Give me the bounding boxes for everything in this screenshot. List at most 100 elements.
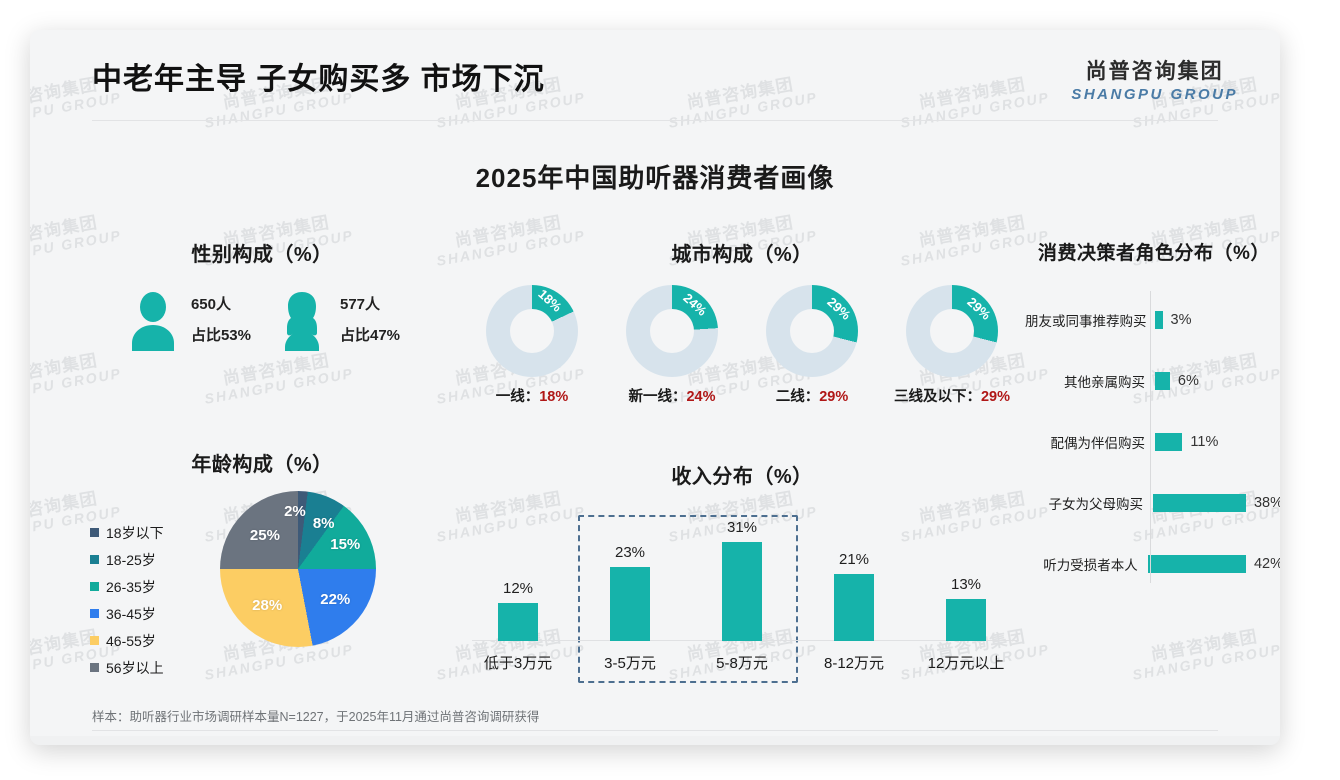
income-bar-chart: 12% 低于3万元 23% 3-5万元 31% 5-8万元 21% 8-12万元 13% 12万元… [462,499,1022,683]
decision-bar-value: 42% [1253,555,1280,572]
donut-caption-value: 29% [980,389,1011,405]
decision-bar [1147,554,1246,573]
gender-item: 577人占比47% [273,289,400,351]
legend-swatch [90,636,99,645]
income-section: 收入分布（%） 12% 低于3万元 23% 3-5万元 31% 5-8万元 21% 8-12万… [462,460,1022,683]
income-bar-column: 12% 低于3万元 [462,499,574,679]
donut-hole [510,309,554,353]
logo-en-text: SHANGPU GROUP [1071,86,1238,103]
income-bar-column: 31% 5-8万元 [686,499,798,679]
income-bar-category: 3-5万元 [604,655,656,672]
city-donut-item: 29% 二线：29% [748,285,876,406]
income-bar-category: 低于3万元 [483,655,553,672]
decision-bar-row: 听力受损者本人 42% [1025,533,1280,594]
gender-count: 650人 [190,296,231,313]
decision-bar-row: 朋友或同事推荐购买 3% [1025,289,1280,350]
pie-slice-label: 25% [249,526,280,544]
city-donut-item: 24% 新一线：24% [608,285,736,406]
decision-section-title: 消费决策者角色分布（%） [1038,243,1270,264]
income-bar-category: 8-12万元 [823,655,885,672]
income-highlight-box [578,515,798,683]
decision-bar-value: 3% [1170,311,1192,328]
income-section-title: 收入分布（%） [671,466,813,488]
legend-label: 46-55岁 [106,632,156,649]
city-donut-group: 18% 一线：18% 24% 新一线：24% 29% 二线：29% 29% 三线及以下：29% [462,285,1022,406]
gender-stats: 577人占比47% [340,289,400,351]
header-divider [92,120,1218,121]
decision-bar-label: 子女为父母购买 [1048,496,1143,512]
infographic-title: 2025年中国助听器消费者画像 [475,163,835,193]
gender-share: 占比53% [190,327,251,344]
city-section: 城市构成（%） 18% 一线：18% 24% 新一线：24% 29% 二线：29% 29% 三… [462,238,1022,406]
legend-swatch [90,663,99,672]
decision-bar-row: 配偶为伴侣购买 11% [1025,411,1280,472]
legend-swatch [90,609,99,618]
age-legend-item: 36-45岁 [90,600,210,627]
gender-section-title: 性别构成（%） [191,244,333,266]
decision-axis-line [1150,291,1151,583]
income-bar [946,599,986,641]
gender-items: 650人占比53% 577人占比47% [92,289,432,351]
pie-slice-label: 2% [284,502,306,520]
age-legend-item: 56岁以上 [90,654,210,681]
donut-chart: 18% [486,285,578,377]
donut-caption: 一线：18% [495,389,569,405]
city-donut-item: 29% 三线及以下：29% [888,285,1016,406]
gender-count: 577人 [340,296,381,313]
legend-label: 36-45岁 [106,605,156,622]
pie-slice-label: 8% [312,514,335,532]
age-legend: 18岁以下 18-25岁 26-35岁 36-45岁 46-55岁 56岁以上 [90,491,210,681]
brand-logo: 尚普咨询集团 SHANGPU GROUP [1071,55,1238,103]
decision-bar-row: 其他亲属购买 6% [1025,350,1280,411]
decision-bar [1155,310,1163,329]
page-title: 中老年主导 子女购买多 市场下沉 [92,63,545,96]
gender-section: 性别构成（%） 650人占比53% 577人占比47% [92,238,432,351]
income-bar [610,567,650,641]
income-bars: 12% 低于3万元 23% 3-5万元 31% 5-8万元 21% 8-12万元 13% 12万元… [462,499,1022,679]
pie-slice-label: 15% [330,535,361,553]
age-pie-shape [220,491,376,647]
pie-slice-label: 28% [252,597,283,615]
decision-bar-value: 6% [1177,372,1199,389]
decision-section: 消费决策者角色分布（%） 朋友或同事推荐购买 3% 其他亲属购买 6% 配偶为伴侣购买 1… [1025,238,1280,594]
donut-caption-value: 18% [539,389,569,405]
income-bar-value: 21% [838,550,870,568]
income-bar-column: 21% 8-12万元 [798,499,910,679]
donut-hole [790,309,834,353]
income-bar [834,573,874,641]
income-bar-value: 12% [502,579,534,597]
income-bar [722,541,762,641]
decision-bars: 朋友或同事推荐购买 3% 其他亲属购买 6% 配偶为伴侣购买 11% 子女为父母购买 38% 听… [1025,289,1280,594]
sample-note: 样本：助听器行业市场调研样本量N=1227，于2025年11月通过尚普咨询调研获… [92,710,540,724]
gender-share: 占比47% [340,327,401,344]
legend-swatch [90,555,99,564]
income-bar-column: 23% 3-5万元 [574,499,686,679]
pie-slice-label: 22% [320,590,351,608]
slide-card: 尚普咨询集团 SHANGPU GROUP 尚普咨询集团 SHANGPU GROUP 尚普… [30,30,1280,745]
legend-swatch [90,528,99,537]
legend-label: 18-25岁 [106,551,156,568]
income-bar-value: 23% [614,544,646,562]
income-bar-value: 31% [726,518,758,536]
slide-header: 中老年主导 子女购买多 市场下沉 尚普咨询集团 SHANGPU GROUP [30,30,1280,121]
female-icon [273,289,331,351]
male-icon [124,289,182,351]
age-legend-item: 18岁以下 [90,519,210,546]
age-section: 年龄构成（%） 18岁以下 18-25岁 26-35岁 36-45岁 46-55岁 56岁… [82,448,442,681]
age-legend-item: 26-35岁 [90,573,210,600]
decision-bar [1155,432,1183,451]
donut-hole [650,309,694,353]
donut-caption: 三线及以下：29% [893,389,1011,405]
donut-caption-value: 29% [819,389,849,405]
donut-chart: 29% [766,285,858,377]
donut-caption-value: 24% [686,389,716,405]
donut-chart: 29% [906,285,998,377]
decision-bar-chart: 朋友或同事推荐购买 3% 其他亲属购买 6% 配偶为伴侣购买 11% 子女为父母购买 38% 听… [1025,289,1280,594]
decision-bar-label: 其他亲属购买 [1064,374,1145,390]
donut-caption: 二线：29% [775,389,849,405]
city-donut-item: 18% 一线：18% [468,285,596,406]
decision-bar-label: 朋友或同事推荐购买 [1025,313,1147,329]
age-legend-item: 18-25岁 [90,546,210,573]
donut-chart: 24% [626,285,718,377]
logo-cn-text: 尚普咨询集团 [1085,60,1224,83]
